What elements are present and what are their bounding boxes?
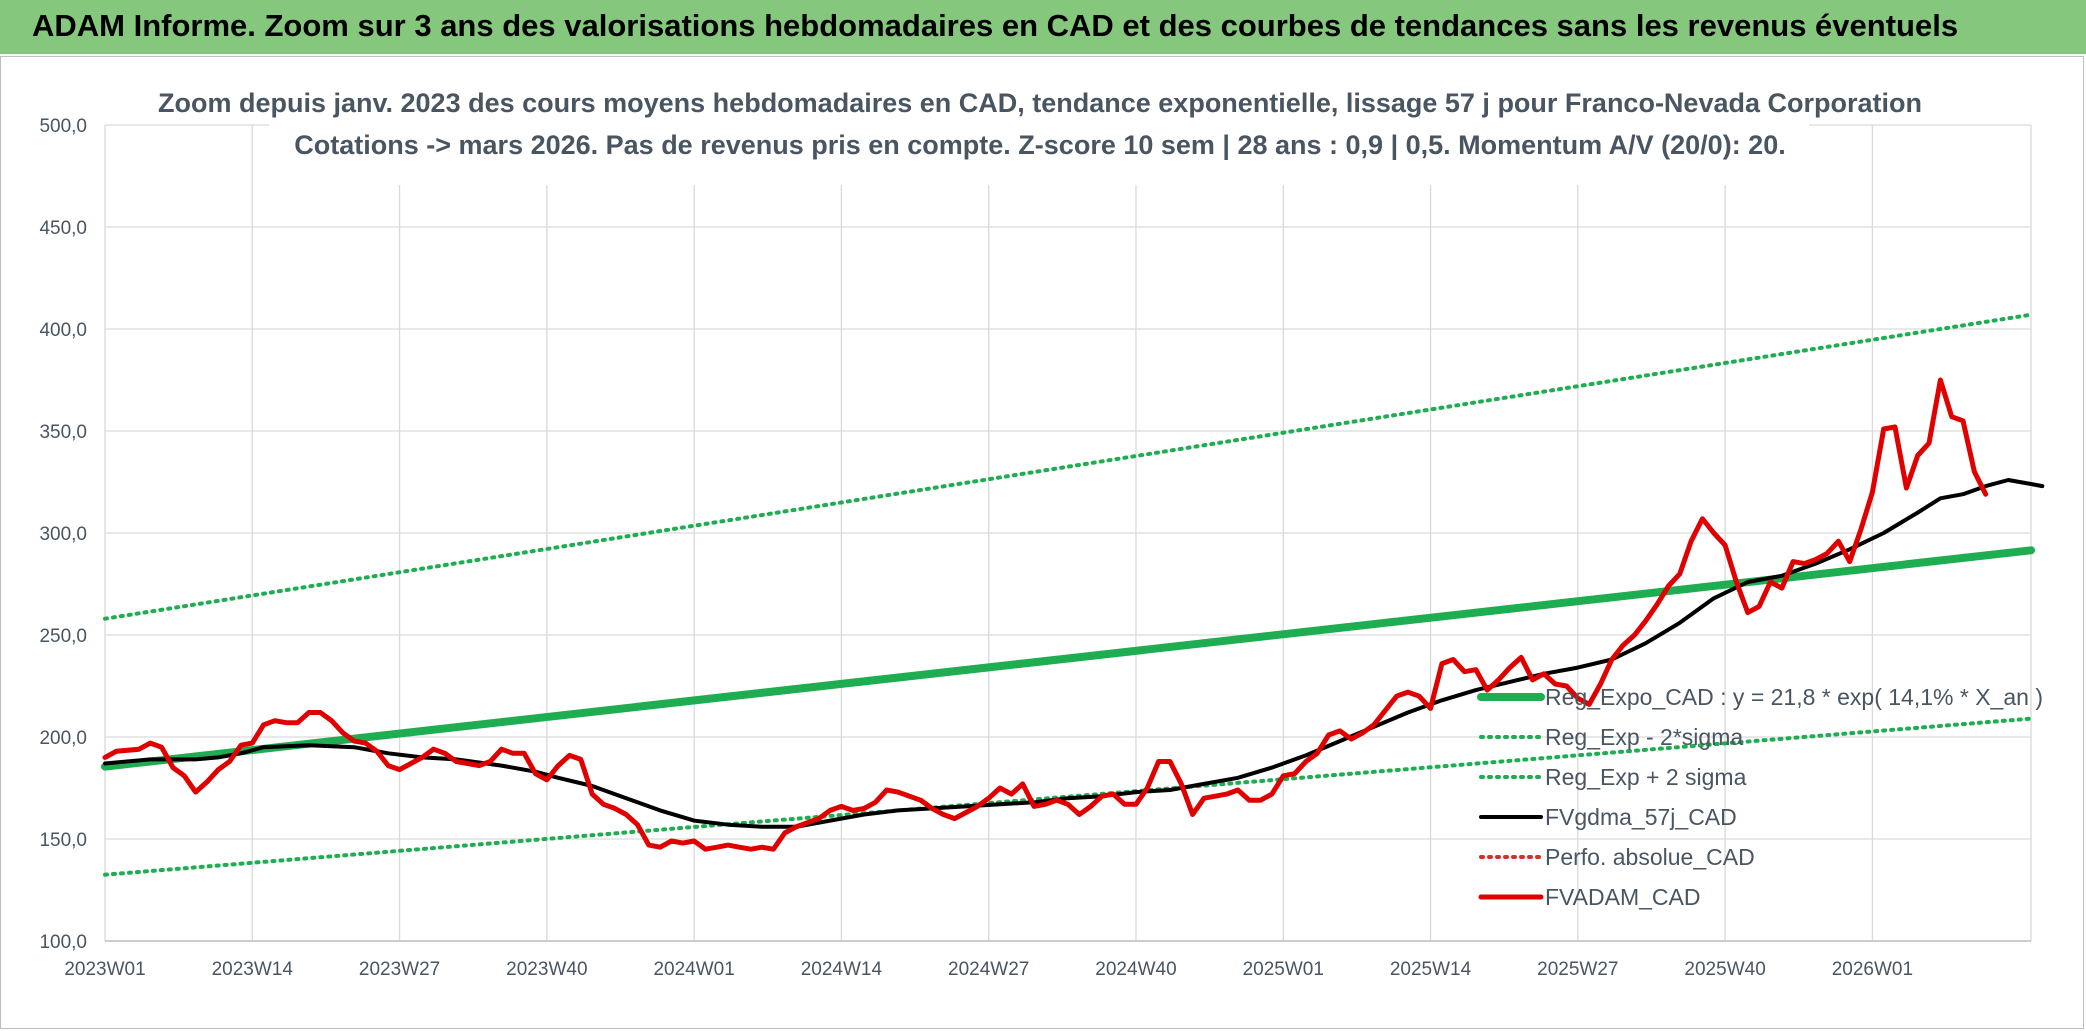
y-tick-label: 200,0 [39, 728, 87, 749]
x-tick-label: 2025W27 [1537, 959, 1618, 980]
legend-label-1: Reg_Exp - 2*sigma [1545, 724, 1743, 750]
chart-frame: 100,0 150,0 200,0 250,0 300,0 350,0 400,0 450,0… [0, 56, 2084, 1029]
y-tick-label: 450,0 [39, 218, 87, 239]
series-line-3 [103, 478, 2045, 829]
chart-title-line-2: Cotations -> mars 2026. Pas de revenus p… [294, 130, 1785, 160]
x-tick-label: 2023W40 [506, 959, 587, 980]
x-tick-label: 2023W14 [212, 959, 294, 980]
chart-svg: 100,0 150,0 200,0 250,0 300,0 350,0 400,0 450,0… [39, 81, 2045, 980]
legend-label-4: Perfo. absolue_CAD [1545, 844, 1755, 870]
y-tick-label: 300,0 [39, 524, 87, 545]
series-line-0 [101, 546, 2035, 771]
title-backdrop [269, 81, 1809, 185]
y-tick-label: 100,0 [39, 932, 87, 953]
x-tick-label: 2023W01 [64, 959, 145, 980]
header-bar: ADAM Informe. Zoom sur 3 ans des valoris… [0, 0, 2086, 56]
x-tick-label: 2024W40 [1095, 959, 1176, 980]
legend-label-5: FVADAM_CAD [1545, 884, 1701, 910]
y-tick-label: 250,0 [39, 626, 87, 647]
legend-label-0: Reg_Expo_CAD : y = 21,8 * exp( 14,1% * X… [1545, 684, 2043, 710]
x-tick-label: 2024W14 [801, 959, 883, 980]
chart-series-group [101, 312, 2045, 877]
chart-axes: 100,0 150,0 200,0 250,0 300,0 350,0 400,0 450,0… [39, 116, 2031, 980]
page-title: ADAM Informe. Zoom sur 3 ans des valoris… [32, 8, 1959, 43]
chart-title-line-1: Zoom depuis janv. 2023 des cours moyens … [158, 88, 1922, 118]
chart-legend: Reg_Expo_CAD : y = 21,8 * exp( 14,1% * X… [1477, 684, 2043, 910]
y-tick-label: 150,0 [39, 830, 87, 851]
x-tick-label: 2026W01 [1832, 959, 1913, 980]
y-tick-label: 400,0 [39, 320, 87, 341]
x-tick-label: 2024W27 [948, 959, 1029, 980]
x-tick-label: 2025W01 [1243, 959, 1324, 980]
x-tick-label: 2023W27 [359, 959, 440, 980]
x-tick-label: 2024W01 [653, 959, 734, 980]
legend-label-2: Reg_Exp + 2 sigma [1545, 764, 1747, 790]
legend-label-3: FVgdma_57j_CAD [1545, 804, 1737, 830]
series-line-2 [103, 312, 2033, 621]
x-tick-label: 2025W40 [1684, 959, 1765, 980]
x-tick-label: 2025W14 [1390, 959, 1472, 980]
y-tick-label: 350,0 [39, 422, 87, 443]
series-line-5 [102, 377, 1989, 852]
chart-grid [104, 124, 2032, 942]
y-tick-label: 500,0 [39, 116, 87, 137]
